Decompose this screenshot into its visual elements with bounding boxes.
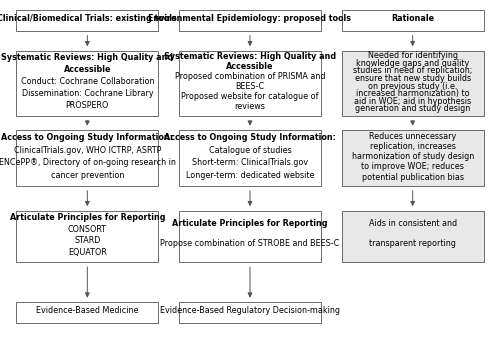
Text: Access to Ongoing Study Information:: Access to Ongoing Study Information: (2, 133, 174, 142)
Text: Reduces unnecessary: Reduces unnecessary (369, 132, 456, 141)
Text: replication, increases: replication, increases (370, 142, 456, 151)
Text: Articulate Principles for Reporting: Articulate Principles for Reporting (172, 219, 328, 228)
Text: Evidence-Based Medicine: Evidence-Based Medicine (36, 306, 138, 315)
FancyBboxPatch shape (179, 11, 321, 31)
Text: Aids in consistent and: Aids in consistent and (368, 219, 456, 228)
Text: BEES-C: BEES-C (236, 82, 264, 91)
Text: increased harmonization) to: increased harmonization) to (356, 89, 470, 98)
Text: Systematic Reviews: High Quality and: Systematic Reviews: High Quality and (164, 52, 336, 62)
Text: Dissemination: Cochrane Library: Dissemination: Cochrane Library (22, 89, 153, 98)
Text: knowledge gaps and quality: knowledge gaps and quality (356, 58, 470, 68)
FancyBboxPatch shape (342, 51, 484, 116)
FancyBboxPatch shape (16, 302, 159, 323)
Text: Evidence-Based Regulatory Decision-making: Evidence-Based Regulatory Decision-makin… (160, 306, 340, 315)
Text: Accessible: Accessible (226, 62, 274, 71)
FancyBboxPatch shape (16, 211, 159, 262)
Text: STARD: STARD (74, 236, 101, 245)
Text: potential publication bias: potential publication bias (362, 173, 464, 182)
Text: studies in need of replication;: studies in need of replication; (353, 66, 472, 75)
Text: ENCePP®, Directory of on-going research in: ENCePP®, Directory of on-going research … (0, 158, 176, 167)
Text: Proposed combination of PRISMA and: Proposed combination of PRISMA and (175, 72, 325, 81)
Text: Short-term: ClinicalTrials.gov: Short-term: ClinicalTrials.gov (192, 158, 308, 167)
Text: ClinicalTrials.gov, WHO ICTRP, ASRTP: ClinicalTrials.gov, WHO ICTRP, ASRTP (14, 146, 161, 155)
Text: harmonization of study design: harmonization of study design (352, 152, 474, 161)
Text: Access to Ongoing Study Information:: Access to Ongoing Study Information: (164, 133, 336, 142)
FancyBboxPatch shape (342, 130, 484, 186)
Text: Rationale: Rationale (391, 14, 434, 23)
FancyBboxPatch shape (179, 51, 321, 116)
Text: on previous study (i.e.: on previous study (i.e. (368, 82, 458, 90)
Text: Conduct: Cochrane Collaboration: Conduct: Cochrane Collaboration (20, 77, 154, 86)
Text: aid in WOE; aid in hypothesis: aid in WOE; aid in hypothesis (354, 97, 471, 106)
Text: Needed for identifying: Needed for identifying (368, 51, 458, 60)
FancyBboxPatch shape (16, 11, 159, 31)
Text: Propose combination of STROBE and BEES-C: Propose combination of STROBE and BEES-C (160, 239, 340, 249)
Text: cancer prevention: cancer prevention (50, 171, 124, 180)
Text: Proposed website for catalogue of: Proposed website for catalogue of (181, 92, 319, 101)
FancyBboxPatch shape (342, 11, 484, 31)
Text: transparent reporting: transparent reporting (369, 239, 456, 249)
Text: generation and study design: generation and study design (355, 104, 470, 114)
Text: Articulate Principles for Reporting: Articulate Principles for Reporting (10, 213, 165, 222)
Text: Systematic Reviews: High Quality and: Systematic Reviews: High Quality and (2, 53, 174, 63)
Text: Environmental Epidemiology: proposed tools: Environmental Epidemiology: proposed too… (148, 14, 352, 23)
Text: EQUATOR: EQUATOR (68, 248, 107, 257)
Text: Catalogue of studies: Catalogue of studies (208, 146, 292, 155)
Text: CONSORT: CONSORT (68, 225, 107, 234)
FancyBboxPatch shape (16, 130, 159, 186)
Text: reviews: reviews (234, 102, 266, 112)
Text: Longer-term: dedicated website: Longer-term: dedicated website (186, 171, 314, 180)
Text: Clinical/Biomedical Trials: existing tools: Clinical/Biomedical Trials: existing too… (0, 14, 177, 23)
FancyBboxPatch shape (16, 51, 159, 116)
Text: PROSPERO: PROSPERO (66, 101, 109, 110)
Text: Accessible: Accessible (64, 65, 111, 74)
FancyBboxPatch shape (179, 211, 321, 262)
FancyBboxPatch shape (179, 130, 321, 186)
Text: to improve WOE; reduces: to improve WOE; reduces (361, 163, 464, 171)
FancyBboxPatch shape (342, 211, 484, 262)
Text: ensure that new study builds: ensure that new study builds (354, 74, 470, 83)
FancyBboxPatch shape (179, 302, 321, 323)
